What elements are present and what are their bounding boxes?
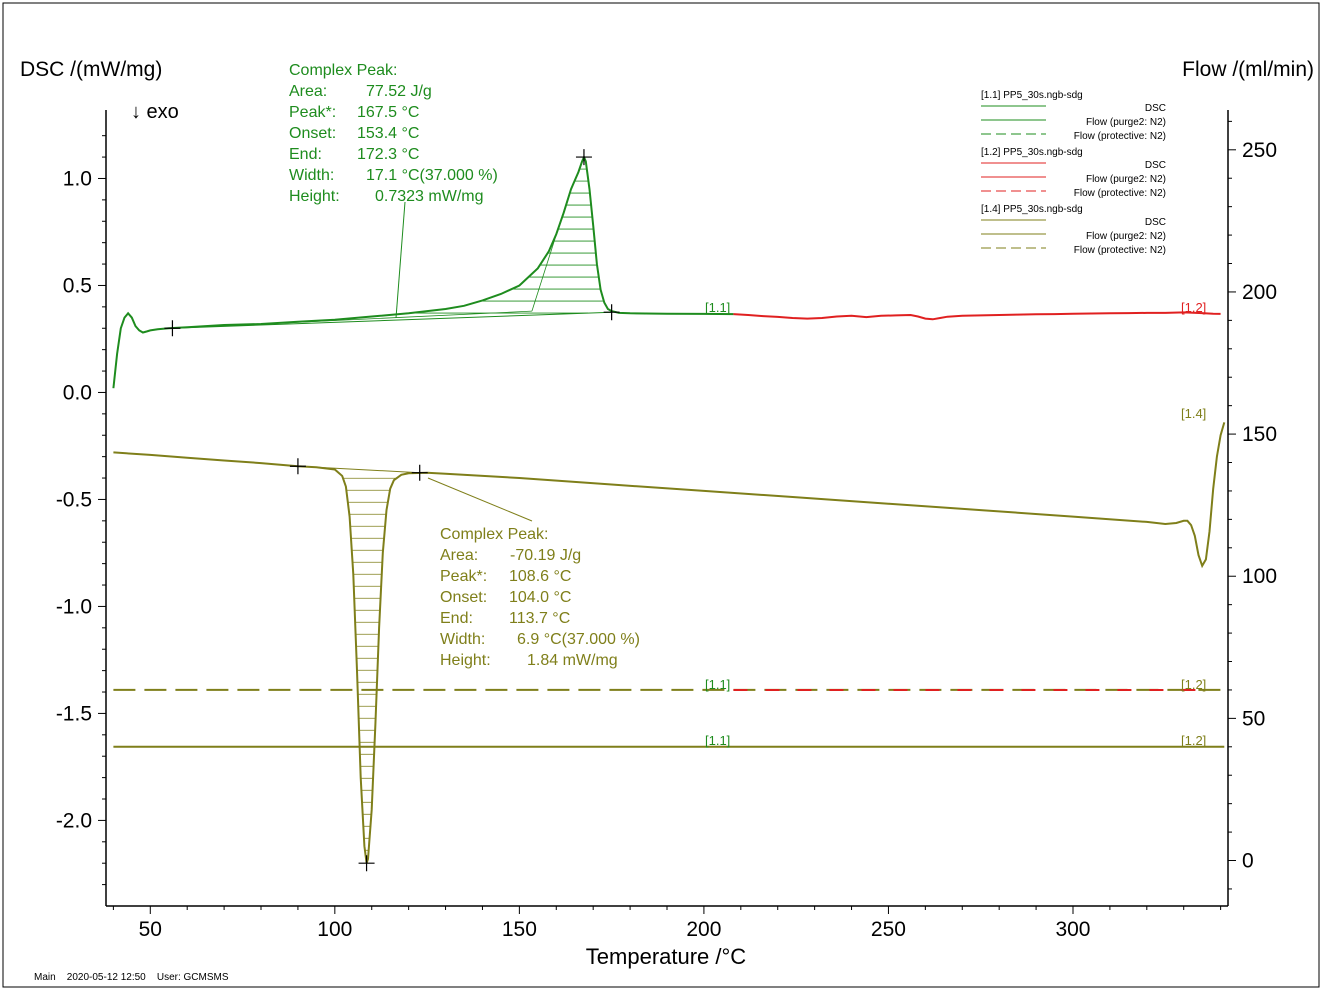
- peak-olive-width-value: 6.9 °C(37.000 %): [517, 631, 640, 648]
- x-tick-label: 50: [139, 918, 162, 941]
- y-axis-left-ticks: 1.0 0.5 0.0 -0.5 -1.0 -1.5 -2.0: [56, 135, 106, 886]
- peak-green-onset-value: 153.4 °C: [357, 125, 419, 142]
- footer-status: Main 2020-05-12 12:50 User: GCMSMS: [34, 972, 229, 983]
- y-tick-label: 1.0: [63, 167, 92, 190]
- x-tick-label: 200: [686, 918, 721, 941]
- tag-dsc-1-1: [1.1]: [705, 300, 730, 315]
- peak-green-title: Complex Peak:: [289, 62, 398, 79]
- legend-1-1-protective: Flow (protective: N2): [1074, 131, 1166, 142]
- peak-annotation-green: Complex Peak: Area: 77.52 J/g Peak*: 167…: [289, 62, 498, 205]
- peak-green-peak-value: 167.5 °C: [357, 104, 419, 121]
- baseline-green: [172, 311, 612, 329]
- curves: [112, 154, 1226, 864]
- x-tick-label: 300: [1055, 918, 1090, 941]
- curve-1-2-dsc: [733, 311, 1221, 321]
- y-tick-label: -2.0: [56, 809, 92, 832]
- peak-olive-end-value: 113.7 °C: [509, 610, 570, 627]
- y-tick-label: -1.0: [56, 595, 92, 618]
- curve-tags: [1.1] [1.2] [1.4] [1.1] [1.2] [1.1] [1.2…: [705, 300, 1206, 748]
- curve-1-1-dsc: [112, 154, 734, 389]
- legend-1-4-protective: Flow (protective: N2): [1074, 245, 1166, 256]
- peak-olive-height-value: 1.84 mW/mg: [527, 652, 618, 669]
- x-tick-label: 250: [871, 918, 906, 941]
- peak-green-area-value: 77.52 J/g: [366, 83, 432, 100]
- tag-flow-purge-1-2: [1.2]: [1181, 733, 1206, 748]
- y-axis-right-ticks: 250 200 150 100 50 0: [1228, 120, 1277, 890]
- legend-1-2-protective: Flow (protective: N2): [1074, 188, 1166, 199]
- peak-marker: [411, 464, 428, 481]
- peak-olive-title: Complex Peak:: [440, 526, 549, 543]
- legend-file-1-2: [1.2] PP5_30s.ngb-sdg: [981, 147, 1083, 158]
- peak-annotation-olive: Complex Peak: Area: -70.19 J/g Peak*: 10…: [440, 526, 640, 669]
- peak-baselines: [172, 199, 612, 474]
- peak-marker: [603, 304, 620, 321]
- peak-green-width-value: 17.1 °C(37.000 %): [366, 167, 498, 184]
- y-tick-label: 0.0: [63, 381, 92, 404]
- leader-line-green: [395, 201, 406, 319]
- y2-tick-label: 200: [1242, 281, 1277, 304]
- peak-olive-height-key: Height:: [440, 652, 491, 669]
- tag-dsc-1-4: [1.4]: [1181, 406, 1206, 421]
- legend-1-4-purge: Flow (purge2: N2): [1086, 231, 1166, 242]
- y2-tick-label: 50: [1242, 707, 1265, 730]
- legend-file-1-4: [1.4] PP5_30s.ngb-sdg: [981, 204, 1083, 215]
- peak-olive-width-key: Width:: [440, 631, 485, 648]
- peak-green-height-key: Height:: [289, 188, 340, 205]
- peak-marker: [358, 855, 375, 872]
- legend-1-1-purge: Flow (purge2: N2): [1086, 117, 1166, 128]
- peak-olive-peak-key: Peak*:: [440, 568, 487, 585]
- curve-1-4-dsc: [113, 422, 1226, 864]
- peak-area-hatch-olive: [343, 477, 397, 863]
- y-tick-label: -1.5: [56, 702, 92, 725]
- x-axis-ticks: 50 100 150 200 250 300: [112, 906, 1222, 941]
- tag-flow-purge-1-1: [1.1]: [705, 733, 730, 748]
- peak-marker: [164, 320, 181, 337]
- peak-marker: [575, 149, 592, 166]
- peak-olive-end-key: End:: [440, 610, 473, 627]
- peak-olive-peak-value: 108.6 °C: [509, 568, 571, 585]
- peak-green-end-key: End:: [289, 146, 322, 163]
- x-tick-label: 100: [317, 918, 352, 941]
- peak-markers: [164, 149, 620, 872]
- plot-area: [112, 149, 1226, 872]
- y2-tick-label: 100: [1242, 565, 1277, 588]
- peak-green-peak-key: Peak*:: [289, 104, 336, 121]
- peak-marker: [289, 458, 306, 475]
- peak-green-width-key: Width:: [289, 167, 334, 184]
- axes: 50 100 150 200 250 300 1.0 0.5 0.0 -0.5 -1.0 -1.5 -…: [56, 110, 1277, 941]
- peak-green-onset-key: Onset:: [289, 125, 336, 142]
- y-axis-left-label: DSC /(mW/mg): [20, 58, 162, 81]
- y2-tick-label: 250: [1242, 139, 1277, 162]
- peak-green-height-value: 0.7323 mW/mg: [375, 188, 483, 205]
- peak-olive-onset-key: Onset:: [440, 589, 487, 606]
- legend: [1.1] PP5_30s.ngb-sdg DSC Flow (purge2: …: [981, 90, 1166, 256]
- exo-direction-label: ↓ exo: [131, 101, 179, 123]
- y-tick-label: 0.5: [63, 274, 92, 297]
- y-axis-right-label: Flow /(ml/min): [1182, 58, 1314, 81]
- x-axis-label: Temperature /°C: [586, 944, 747, 969]
- annotation-leaders: [395, 201, 533, 522]
- y2-tick-label: 150: [1242, 423, 1277, 446]
- tag-dsc-1-2: [1.2]: [1181, 300, 1206, 315]
- peak-olive-area-value: -70.19 J/g: [510, 547, 581, 564]
- tag-flow-protective-1-2: [1.2]: [1181, 677, 1206, 692]
- legend-1-2-dsc: DSC: [1145, 160, 1166, 171]
- peak-olive-area-key: Area:: [440, 547, 478, 564]
- peak-olive-onset-value: 104.0 °C: [509, 589, 571, 606]
- peak-green-area-key: Area:: [289, 83, 327, 100]
- legend-file-1-1: [1.1] PP5_30s.ngb-sdg: [981, 90, 1083, 101]
- legend-1-1-dsc: DSC: [1145, 103, 1166, 114]
- legend-1-2-purge: Flow (purge2: N2): [1086, 174, 1166, 185]
- x-tick-label: 150: [502, 918, 537, 941]
- peak-green-end-value: 172.3 °C: [357, 146, 419, 163]
- y-tick-label: -0.5: [56, 488, 92, 511]
- y2-tick-label: 0: [1242, 850, 1254, 873]
- tag-flow-protective-1-1: [1.1]: [705, 677, 730, 692]
- leader-line-olive: [427, 477, 533, 522]
- legend-1-4-dsc: DSC: [1145, 217, 1166, 228]
